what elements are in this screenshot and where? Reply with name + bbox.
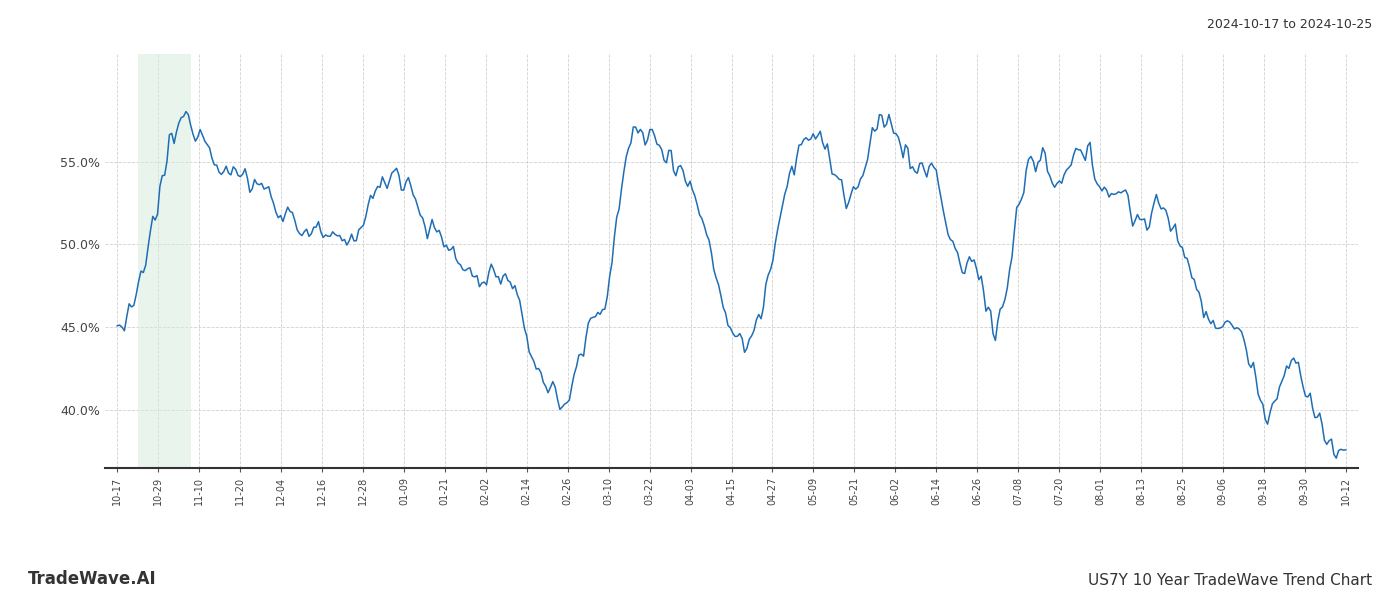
Bar: [137, 54, 190, 468]
Text: US7Y 10 Year TradeWave Trend Chart: US7Y 10 Year TradeWave Trend Chart: [1088, 573, 1372, 588]
Text: TradeWave.AI: TradeWave.AI: [28, 570, 157, 588]
Text: 2024-10-17 to 2024-10-25: 2024-10-17 to 2024-10-25: [1207, 18, 1372, 31]
